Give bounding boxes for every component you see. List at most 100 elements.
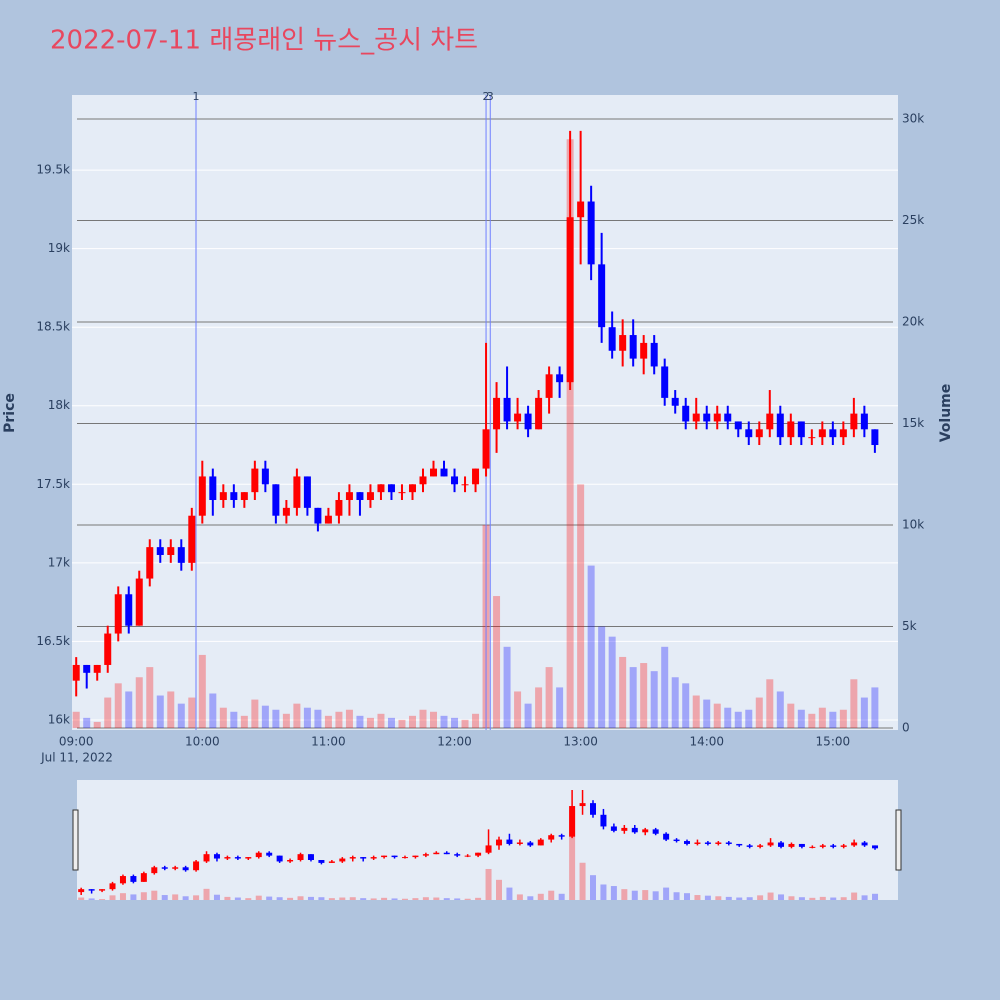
- mini-candle-body: [412, 855, 419, 858]
- mini-candle-body: [819, 845, 826, 847]
- candle-body: [818, 429, 826, 438]
- volume-bar: [345, 709, 353, 729]
- volume-bar: [430, 711, 438, 729]
- volume-bar: [503, 646, 511, 729]
- mini-volume-bar: [527, 896, 534, 900]
- mini-volume-bar: [506, 887, 513, 900]
- candle-body: [787, 421, 795, 438]
- candle-body: [682, 405, 690, 422]
- range-handle-left[interactable]: [72, 809, 79, 871]
- y-tick-label: 17k: [48, 555, 70, 569]
- candle-body: [503, 397, 511, 422]
- mini-volume-bar: [401, 898, 408, 900]
- candle-body: [766, 413, 774, 430]
- candle-body: [577, 201, 585, 218]
- candle-body: [272, 484, 280, 516]
- mini-candle-body: [78, 889, 85, 893]
- volume-bar: [577, 484, 585, 729]
- mini-candle-body: [475, 852, 482, 856]
- mini-volume-bar: [819, 896, 826, 900]
- y-tick-label: 16k: [48, 712, 70, 726]
- mini-candle-body: [778, 842, 785, 847]
- volume-bar: [797, 709, 805, 729]
- mini-candle-body: [830, 845, 837, 847]
- volume-bar: [850, 679, 858, 729]
- candle-body: [608, 327, 616, 351]
- mini-candle-body: [119, 876, 126, 884]
- candle-body: [440, 468, 448, 477]
- mini-volume-bar: [433, 897, 440, 900]
- mini-volume-bar: [621, 889, 628, 900]
- mini-candle-body: [548, 835, 555, 840]
- candle-body: [324, 515, 332, 524]
- mini-volume-bar: [809, 897, 816, 900]
- volume-bar: [72, 711, 80, 729]
- volume-bar: [398, 719, 406, 729]
- mini-candle-body: [151, 867, 158, 874]
- mini-volume-bar: [109, 895, 116, 900]
- mini-volume-bar: [851, 892, 858, 900]
- mini-candle-body: [140, 873, 147, 882]
- candle-body: [724, 413, 732, 422]
- candle-body: [692, 413, 700, 422]
- mini-volume-bar: [412, 898, 419, 900]
- volume-bar: [808, 713, 816, 729]
- chart-title: 2022-07-11 래몽래인 뉴스_공시 차트: [50, 26, 478, 56]
- mini-volume-bar: [495, 879, 502, 900]
- candle-body: [461, 484, 469, 486]
- volume-bar: [535, 687, 543, 729]
- mini-volume-bar: [861, 895, 868, 900]
- candle-body: [839, 429, 847, 438]
- mini-candle-body: [245, 857, 252, 859]
- mini-volume-bar: [778, 894, 785, 900]
- mini-candle-body: [161, 867, 168, 869]
- volume-bar: [272, 709, 280, 729]
- mini-volume-bar: [663, 887, 670, 900]
- volume-bar: [198, 654, 206, 729]
- mini-candle-body: [443, 852, 450, 855]
- candle-body: [356, 492, 364, 501]
- range-slider[interactable]: [77, 780, 898, 900]
- mini-candle-body: [213, 854, 220, 859]
- candle-body: [177, 547, 185, 563]
- candle-body: [156, 547, 164, 555]
- mini-volume-bar: [589, 875, 596, 900]
- mini-volume-bar: [224, 896, 231, 900]
- volume-bar: [671, 677, 679, 729]
- mini-volume-bar: [610, 886, 617, 900]
- candle-body: [850, 413, 858, 430]
- candle-body: [335, 500, 343, 516]
- mini-volume-bar: [99, 899, 106, 900]
- mini-volume-bar: [600, 884, 607, 900]
- y-tick-label: 19k: [48, 241, 70, 255]
- x-tick-label: 14:00: [689, 735, 724, 749]
- mini-candle-body: [631, 827, 638, 833]
- volume-bar: [451, 717, 459, 729]
- mini-candle-body: [809, 846, 816, 848]
- volume-bar: [755, 697, 763, 729]
- mini-volume-bar: [130, 894, 137, 900]
- candle-body: [230, 492, 238, 501]
- mini-candle-body: [621, 827, 628, 831]
- mini-candle-body: [109, 883, 116, 890]
- candle-body: [198, 476, 206, 516]
- volume-bar: [303, 707, 311, 729]
- candle-body: [72, 664, 80, 681]
- volume-bar: [240, 715, 248, 729]
- mini-volume-bar: [151, 890, 158, 900]
- mini-candle-body: [673, 839, 680, 842]
- mini-candle-body: [276, 855, 283, 862]
- candle-body: [314, 507, 322, 524]
- volume-bar: [293, 703, 301, 729]
- mini-candle-body: [569, 806, 576, 837]
- volume-bar: [408, 715, 416, 729]
- volume-bar: [472, 713, 480, 729]
- mini-volume-bar: [276, 897, 283, 900]
- candle-body: [219, 492, 227, 501]
- range-handle-right[interactable]: [895, 809, 902, 871]
- volume-bar: [724, 707, 732, 729]
- volume-bar: [766, 679, 774, 729]
- mini-candle-body: [255, 852, 262, 858]
- mini-volume-bar: [381, 897, 388, 900]
